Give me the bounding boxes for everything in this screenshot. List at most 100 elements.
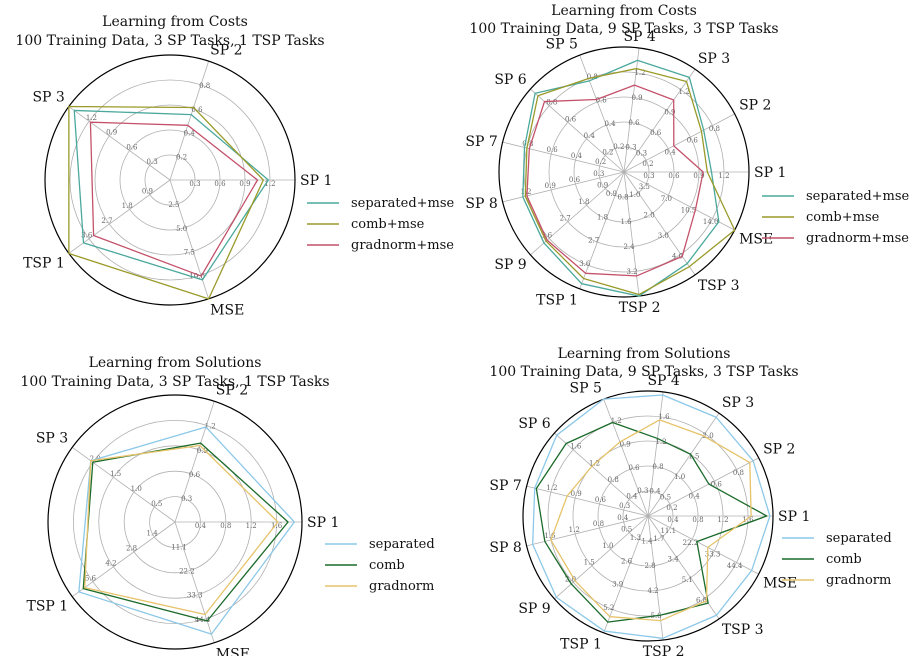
radar-chart-costs-3sp: Learning from Costs 100 Training Data, 3… [15,14,454,319]
legend-label: comb [826,552,862,567]
axis-label: TSP 2 [619,300,661,316]
outer-ring [498,46,750,298]
tick-label: 6.8 [696,597,707,605]
tick-label: 0.6 [650,129,662,137]
tick-label: 10.5 [681,206,697,214]
tick-label: 3.5 [639,183,650,191]
tick-label: 0.4 [626,492,638,500]
tick-label: 0.5 [621,526,632,534]
tick-label: 0.9 [620,440,631,448]
axis-spoke [623,68,696,173]
axis-label: MSE [739,231,773,247]
radar-axis-labels: SP 1 SP 2 SP 3 TSP 1 MSE [26,382,339,656]
tick-label: 3.6 [541,231,553,239]
tick-label: 0.4 [604,120,616,128]
axis-label: TSP 2 [643,644,685,656]
tick-label: 0.6 [126,143,138,151]
tick-label: 0.5 [151,500,162,508]
tick-label: 0.3 [625,144,636,152]
axis-label: SP 2 [739,98,771,114]
axis-spoke [174,521,215,643]
tick-label: 1.2 [546,484,557,492]
tick-label: 1.2 [679,88,690,96]
chart-title: Learning from Solutions [558,346,731,362]
tick-label: 3.6 [81,232,93,240]
tick-label: 1.2 [246,522,257,530]
tick-label: 0.4 [584,132,596,140]
tick-label: 0.9 [664,109,675,117]
axis-spoke [502,141,625,173]
tick-label: 1.8 [578,198,589,206]
tick-label: 2.0 [644,211,655,219]
legend: separated comb gradnorm [325,537,435,594]
tick-label: 7.5 [184,249,195,257]
legend-label: gradnorm [369,579,434,594]
axis-label: SP 6 [518,416,550,432]
tick-label: 0.3 [593,170,604,178]
axis-spoke [169,179,210,300]
tick-label: 1.4 [641,537,653,545]
axis-spoke [579,54,625,173]
tick-label: 0.6 [668,172,680,180]
legend-label: gradnorm+mse [351,238,454,253]
tick-label: 1.2 [634,69,645,77]
tick-label: 1.0 [629,191,640,199]
legend-label: separated+mse [351,196,455,211]
axis-label: TSP 1 [536,293,578,309]
series-line-gradnorm-mse [89,121,259,277]
tick-label: 1.2 [86,114,97,122]
tick-label: 0.9 [239,180,250,188]
axis-spoke [603,515,649,634]
legend-label: comb [369,558,405,573]
chart-subtitle: 100 Training Data, 9 SP Tasks, 3 TSP Tas… [489,364,798,380]
radar-series [532,394,771,639]
tick-label: 1.0 [602,542,613,550]
radar-axis-labels: SP 1 SP 2 SP 3 SP 4 SP 5 SP 6 SP 7 SP 8 SP 9 TSP … [489,373,810,656]
axis-label: SP 2 [210,42,242,58]
tick-label: 14.0 [703,218,719,226]
tick-label: 2.4 [623,243,635,251]
tick-label: 4.0 [672,253,683,261]
axis-spoke [579,171,625,290]
tick-label: 0.6 [191,106,203,114]
axis-label: SP 8 [489,540,521,556]
tick-label: 0.8 [220,522,231,530]
tick-label: 1.5 [110,470,121,478]
tick-label: 2.7 [560,215,571,223]
axis-label: SP 1 [778,509,810,525]
legend: separated+mse comb+mse gradnorm+mse [307,196,455,253]
tick-label: 1.2 [611,417,622,425]
tick-label: 0.9 [631,94,642,102]
tick-label: 0.4 [665,148,677,156]
tick-label: 22.2 [683,539,699,547]
tick-label: 0.8 [733,469,744,477]
tick-label: 0.2 [176,153,187,161]
axis-label: SP 1 [300,173,332,189]
tick-label: 3.9 [612,581,623,589]
axis-spoke [603,398,649,517]
tick-label: 0.4 [649,488,661,496]
tick-label: 0.6 [569,176,581,184]
tick-label: 0.3 [147,158,158,166]
tick-label: 1.5 [688,453,699,461]
tick-label: 5.2 [603,604,614,612]
tick-label: 1.6 [271,522,283,530]
legend: separated+mse comb+mse gradnorm+mse [762,189,910,246]
axis-spoke [530,88,625,173]
tick-label: 2.5 [168,201,179,209]
axis-spoke [554,515,649,600]
tick-label: 0.3 [181,495,192,503]
axis-spoke [526,515,649,547]
tick-label: 0.3 [189,180,200,188]
radar-series [522,59,736,297]
tick-label: 0.3 [636,150,647,158]
tick-label: 0.3 [619,502,630,510]
tick-label: 0.8 [199,82,210,90]
radar-series [78,426,296,635]
axis-label: MSE [210,303,244,319]
tick-label: 2.8 [644,562,655,570]
axis-label: SP 9 [518,601,550,617]
tick-label: 0.4 [667,516,679,524]
axis-label: SP 4 [647,373,679,389]
